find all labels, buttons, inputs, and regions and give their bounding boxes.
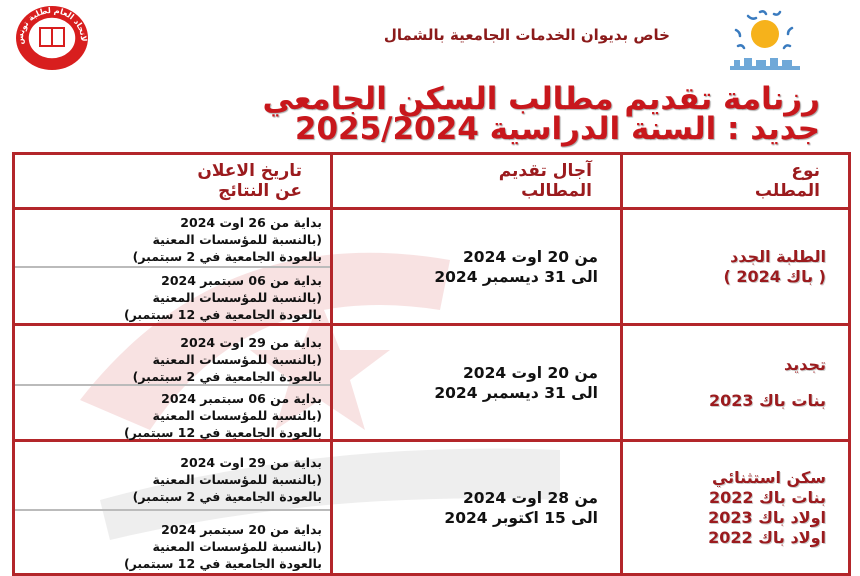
request-type-cell: سكن استثنائي بنات باك 2022 اولاد باك 2023 ا… xyxy=(620,439,851,576)
request-type-cell: تجديد بنات باك 2023 xyxy=(620,323,851,442)
results-date-cell: بداية من 26 اوت 2024 (بالنسبة للمؤسسات ال… xyxy=(12,207,333,326)
deadline-cell: من 20 اوت 2024 الى 31 ديسمبر 2024 xyxy=(330,323,623,442)
table-row: سكن استثنائي بنات باك 2022 اولاد باك 2023 ا… xyxy=(12,439,851,576)
announcement: بداية من 26 اوت 2024 (بالنسبة للمؤسسات ال… xyxy=(132,215,322,264)
page-title-year: جديد : السنة الدراسية 2025/2024 xyxy=(294,111,820,147)
table-row: تجديد بنات باك 2023 من 20 اوت 2024 الى 31 … xyxy=(12,323,851,442)
student-union-logo: الاتحاد العام لطلبة تونس xyxy=(14,4,88,70)
university-services-logo xyxy=(730,10,800,70)
request-type-cell: الطلبة الجدد( باك 2024 ) xyxy=(620,207,851,326)
column-header-deadline: آجال تقديم المطالب xyxy=(330,152,623,210)
table-header-row: نوع المطلب آجال تقديم المطالب تاريخ الاعلا… xyxy=(12,152,851,210)
results-date-cell: بداية من 29 اوت 2024 (بالنسبة للمؤسسات ال… xyxy=(12,439,333,576)
column-header-request-type: نوع المطلب xyxy=(620,152,851,210)
housing-calendar-table: نوع المطلب آجال تقديم المطالب تاريخ الاعلا… xyxy=(12,152,851,576)
results-date-cell: بداية من 29 اوت 2024 (بالنسبة للمؤسسات ال… xyxy=(12,323,333,442)
announcement: بداية من 06 سبتمبر 2024 (بالنسبة للمؤسسات… xyxy=(15,266,330,323)
subtitle: خاص بديوان الخدمات الجامعية بالشمال xyxy=(383,26,670,44)
deadline-cell: من 20 اوت 2024 الى 31 ديسمبر 2024 xyxy=(330,207,623,326)
announcement: بداية من 20 سبتمبر 2024 (بالنسبة للمؤسسات… xyxy=(15,509,330,573)
table-row: الطلبة الجدد( باك 2024 ) من 20 اوت 2024 ا… xyxy=(12,207,851,326)
announcement: بداية من 29 اوت 2024 (بالنسبة للمؤسسات ال… xyxy=(132,335,322,384)
page-title: رزنامة تقديم مطالب السكن الجامعي xyxy=(262,81,820,117)
announcement: بداية من 06 سبتمبر 2024 (بالنسبة للمؤسسات… xyxy=(15,384,330,440)
deadline-cell: من 28 اوت 2024 الى 15 اكتوبر 2024 xyxy=(330,439,623,576)
announcement: بداية من 29 اوت 2024 (بالنسبة للمؤسسات ال… xyxy=(132,455,322,504)
column-header-results-date: تاريخ الاعلان عن النتائج xyxy=(12,152,333,210)
